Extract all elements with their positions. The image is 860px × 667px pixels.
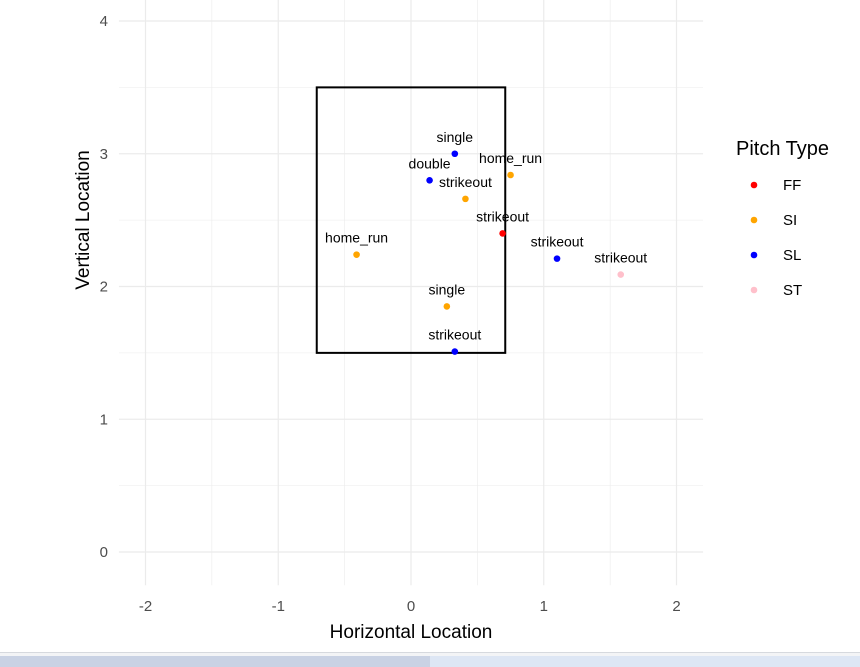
- legend-label: SL: [783, 247, 801, 264]
- data-point-SL: [553, 255, 561, 262]
- legend-key-SL: [750, 251, 758, 259]
- y-tick-label: 0: [100, 544, 108, 561]
- legend-key-FF: [750, 181, 758, 189]
- y-tick-label: 1: [100, 411, 108, 428]
- y-axis-title: Vertical Location: [73, 150, 94, 289]
- data-point-SL: [451, 150, 459, 158]
- legend-label: SI: [783, 212, 797, 229]
- x-tick-label: 1: [540, 598, 548, 615]
- point-label: home_run: [479, 150, 542, 166]
- data-point-SI: [462, 195, 469, 203]
- point-label: single: [437, 129, 474, 145]
- data-point-SL: [451, 348, 459, 355]
- legend-key-ST: [750, 286, 758, 294]
- legend-key-SI: [750, 216, 758, 224]
- y-tick-label: 4: [100, 13, 108, 30]
- legend-label: FF: [783, 177, 801, 194]
- y-tick-label: 3: [100, 146, 108, 163]
- x-tick-label: -2: [139, 598, 152, 615]
- data-point-SI: [507, 171, 514, 179]
- point-label: strikeout: [428, 327, 481, 343]
- tick-labels: -2 -1 0 1 2 0 1 2 3 4: [100, 13, 681, 615]
- horizontal-scrollbar[interactable]: [0, 652, 860, 667]
- data-point-ST: [617, 271, 625, 278]
- point-label: double: [409, 155, 451, 171]
- x-tick-label: 0: [407, 598, 415, 615]
- data-point-SI: [443, 303, 451, 310]
- data-point-SL: [426, 177, 433, 184]
- point-label: strikeout: [439, 174, 492, 190]
- x-tick-label: -1: [272, 598, 285, 615]
- strike-zone: [315, 86, 507, 354]
- data-point-SI: [353, 251, 360, 258]
- point-label: strikeout: [531, 234, 584, 250]
- legend-title: Pitch Type: [736, 138, 829, 160]
- point-label: strikeout: [594, 250, 647, 266]
- legend-label: ST: [783, 282, 802, 299]
- point-label: home_run: [325, 230, 388, 246]
- point-label: strikeout: [476, 208, 529, 224]
- x-tick-label: 2: [672, 598, 680, 615]
- x-axis-title: Horizontal Location: [330, 622, 493, 643]
- point-label: single: [429, 281, 466, 297]
- y-tick-label: 2: [100, 279, 108, 296]
- data-point-FF: [499, 230, 506, 237]
- legend: Pitch Type FF SI SL ST: [736, 138, 829, 299]
